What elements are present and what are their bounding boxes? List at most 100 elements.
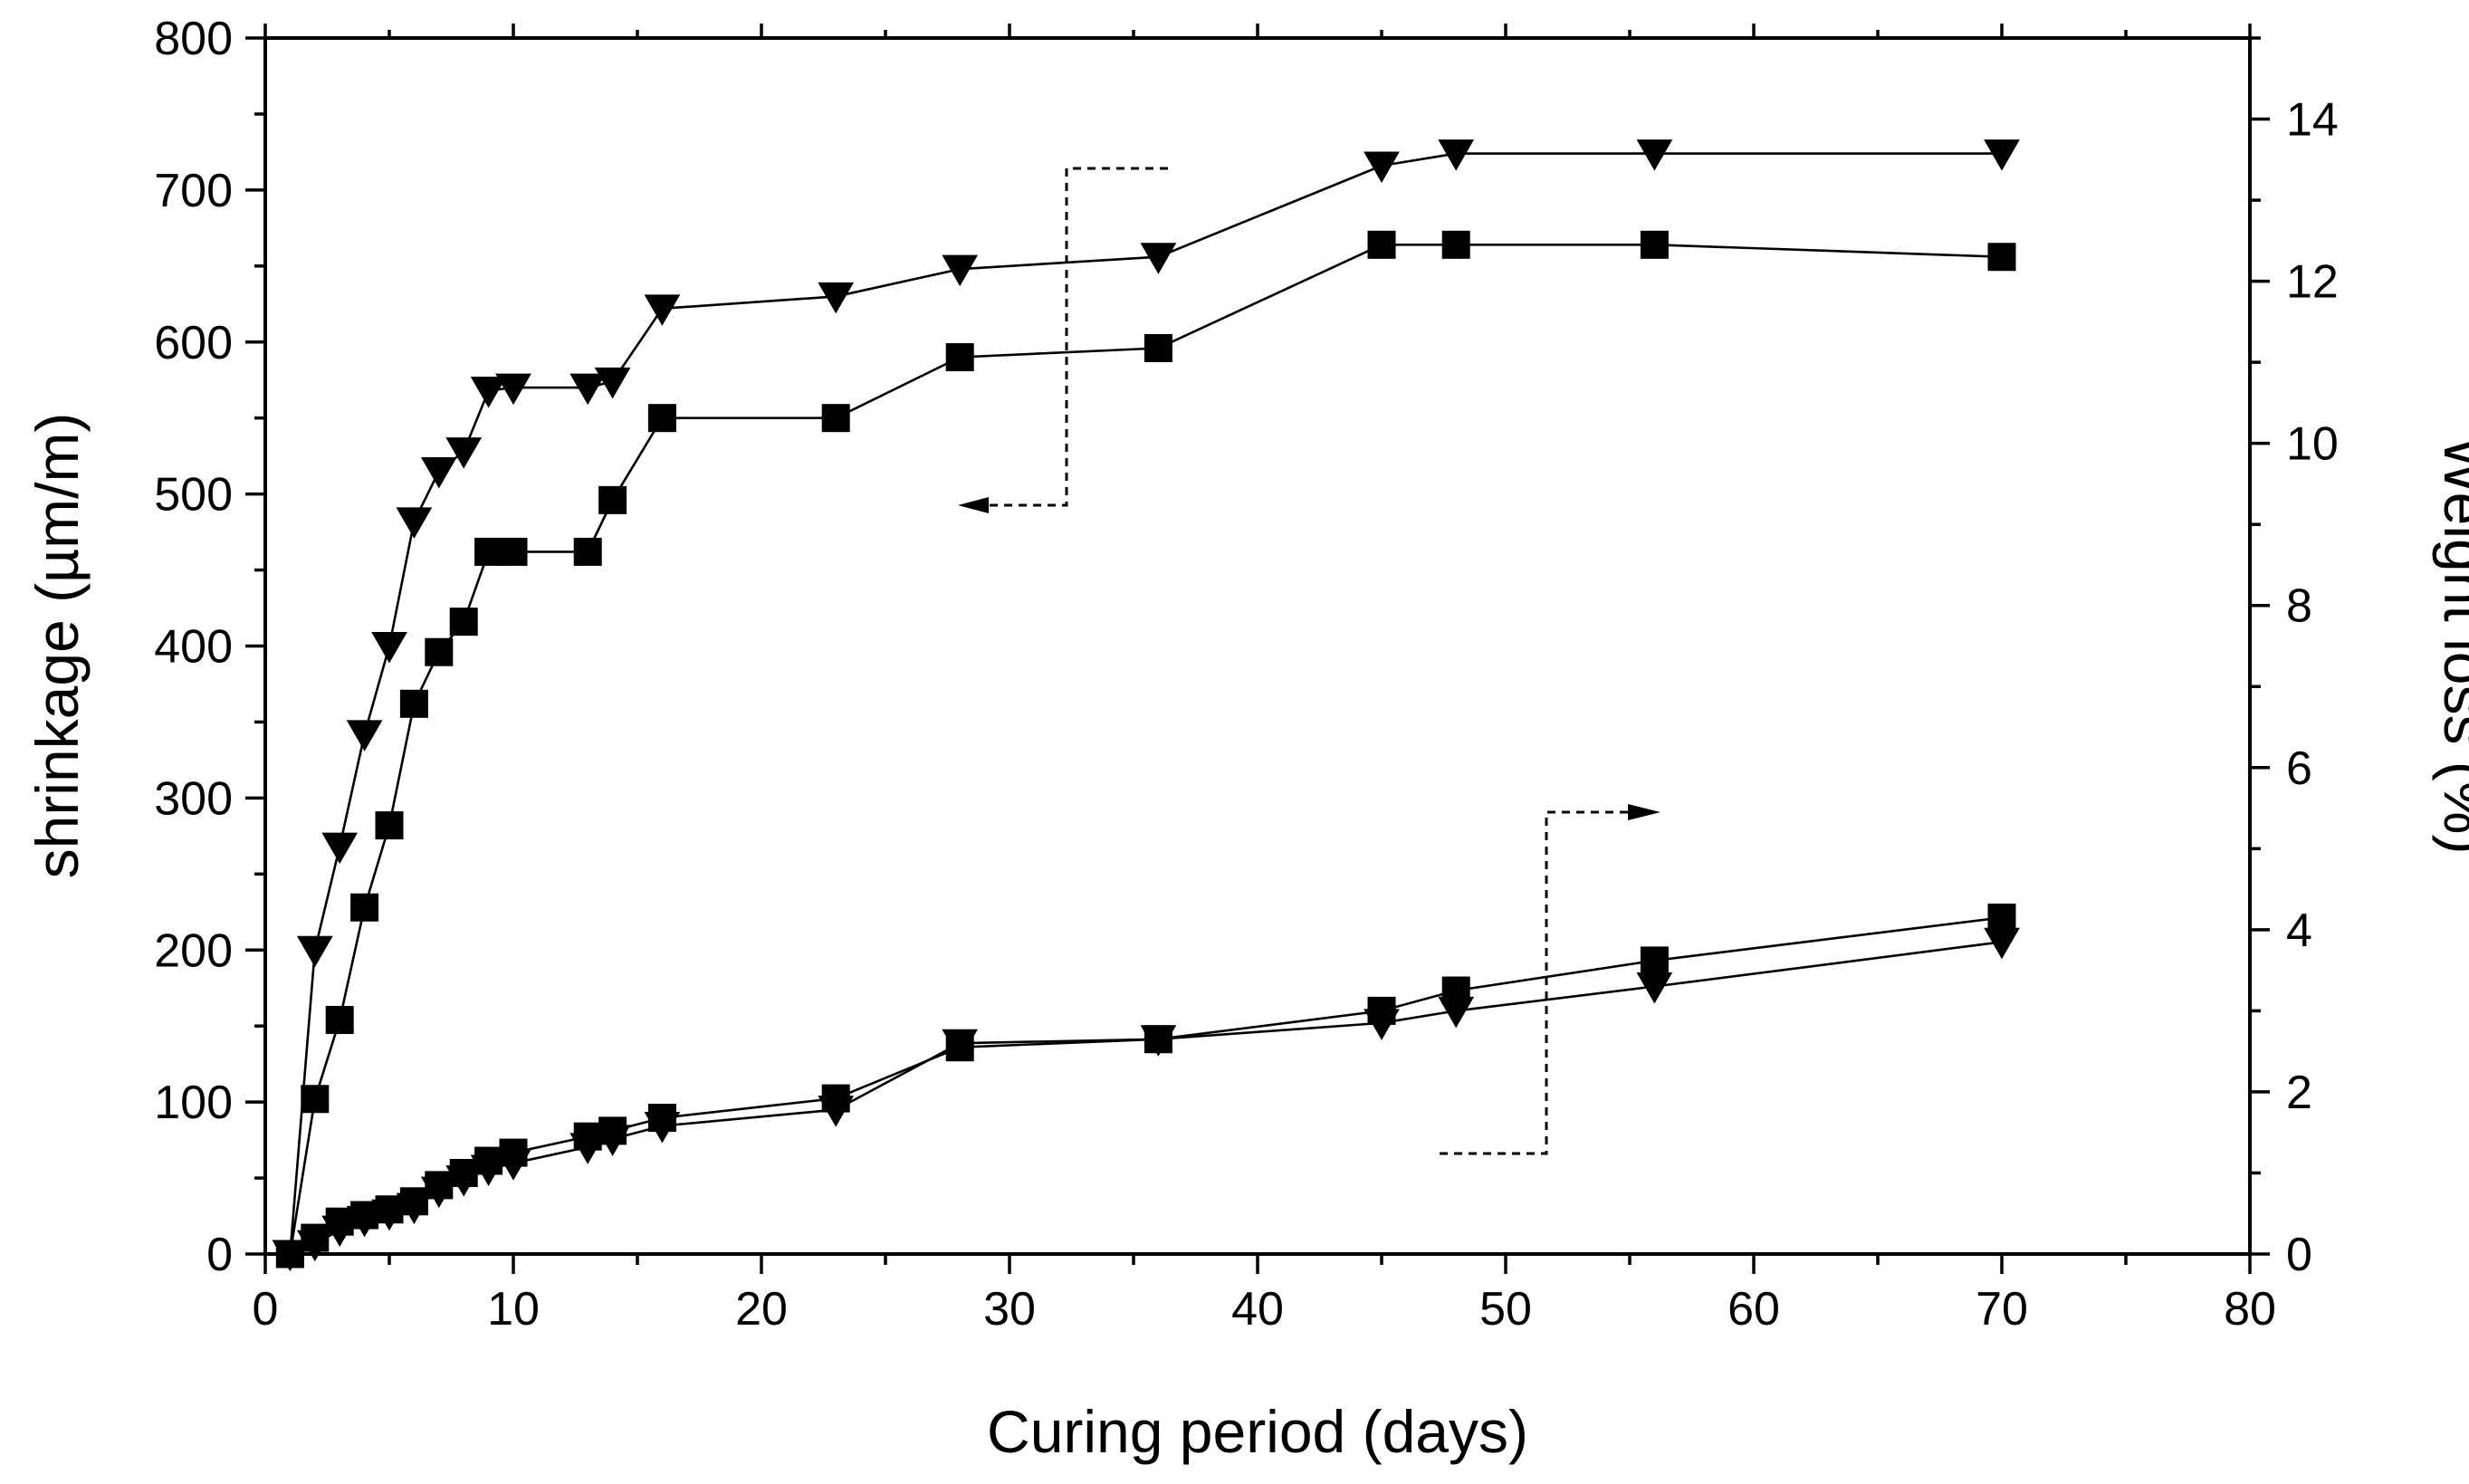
data-point-triangle (594, 367, 631, 399)
data-point-triangle (321, 832, 359, 865)
data-point-square (449, 608, 478, 637)
data-point-square (1987, 903, 2016, 932)
data-point-triangle (495, 373, 531, 406)
data-point-triangle (445, 1165, 483, 1197)
data-point-triangle (346, 720, 383, 752)
y2-tick-label: 4 (2286, 905, 2312, 957)
y-tick-label: 500 (154, 469, 233, 522)
y2-tick-label: 10 (2286, 418, 2339, 471)
data-point-square (1441, 230, 1470, 259)
data-point-triangle (1636, 972, 1673, 1004)
data-point-triangle (1438, 996, 1475, 1029)
data-point-triangle (321, 1215, 359, 1248)
y-axis-title: shrinkage (µm/m) (24, 413, 91, 879)
series-line (289, 152, 2002, 1255)
series-line (289, 243, 2003, 1255)
y-tick-label: 800 (154, 13, 233, 65)
data-point-triangle (396, 1192, 433, 1225)
x-axis-title: Curing period (days) (987, 1398, 1528, 1465)
data-point-triangle (818, 282, 855, 314)
data-point-triangle (1984, 927, 2020, 960)
data-point-square (598, 485, 627, 514)
data-point-triangle (346, 1205, 383, 1238)
series-3 (275, 903, 2016, 1269)
x-tick-label: 40 (1231, 1283, 1284, 1336)
data-point-triangle (396, 507, 433, 539)
y-tick-label: 400 (154, 621, 233, 674)
data-point-triangle (272, 1240, 309, 1272)
y-tick-label: 700 (154, 165, 233, 217)
data-point-triangle (1438, 139, 1475, 171)
y2-tick-label: 8 (2286, 580, 2312, 633)
data-point-square (399, 689, 428, 718)
data-point-triangle (420, 456, 457, 489)
data-point-triangle (445, 437, 483, 469)
x-tick-label: 20 (735, 1283, 788, 1336)
x-tick-label: 10 (487, 1283, 540, 1336)
data-point-square (1640, 230, 1669, 259)
data-point-triangle (470, 1154, 507, 1186)
data-point-square (425, 637, 454, 666)
left-axis-leader (958, 167, 1168, 513)
data-point-square (350, 893, 379, 922)
y-tick-label: 200 (154, 924, 233, 977)
data-point-triangle (569, 1133, 607, 1164)
x-tick-label: 50 (1479, 1283, 1532, 1336)
right-axis-leader (1440, 804, 1660, 1155)
y2-axis-ticks: 0 2 4 6 8 10 12 14 (2250, 36, 2339, 1281)
data-point-triangle (594, 1125, 631, 1156)
y2-tick-label: 6 (2286, 742, 2312, 795)
series-4 (272, 927, 2020, 1272)
data-point-square (1367, 230, 1396, 259)
x-axis-ticks: 0 10 20 30 40 50 60 70 80 (253, 24, 2276, 1336)
data-point-triangle (644, 1112, 681, 1144)
data-point-square (647, 404, 676, 433)
data-point-triangle (1636, 139, 1673, 171)
x-tick-label: 60 (1727, 1283, 1780, 1336)
y-tick-label: 600 (154, 317, 233, 369)
series-layer (272, 139, 2020, 1272)
data-point-triangle (470, 376, 507, 408)
series-line (289, 941, 2003, 1256)
y-tick-label: 300 (154, 772, 233, 825)
data-point-square (573, 537, 602, 566)
y-tick-label: 0 (206, 1229, 233, 1281)
data-point-triangle (942, 254, 979, 287)
data-point-triangle (420, 1176, 457, 1209)
y-tick-label: 100 (154, 1077, 233, 1129)
y2-tick-label: 2 (2286, 1067, 2312, 1119)
x-tick-label: 80 (2224, 1283, 2276, 1336)
y2-tick-label: 12 (2286, 256, 2339, 309)
x-tick-label: 70 (1976, 1283, 2028, 1336)
data-point-triangle (1140, 243, 1177, 274)
data-point-triangle (569, 373, 607, 406)
series-line (289, 916, 2003, 1256)
data-point-triangle (1984, 139, 2020, 171)
data-point-triangle (371, 1199, 407, 1231)
data-point-square (375, 811, 404, 840)
series-1 (272, 139, 2020, 1272)
data-point-triangle (644, 294, 681, 326)
data-point-square (1144, 333, 1172, 362)
data-point-triangle (1364, 1009, 1400, 1040)
data-point-square (325, 1005, 354, 1034)
data-point-triangle (818, 1096, 855, 1127)
y2-axis-title: Weight loss (%) (2432, 437, 2469, 855)
data-point-triangle (942, 1029, 979, 1061)
data-point-square (945, 343, 974, 372)
y2-tick-label: 0 (2286, 1229, 2312, 1281)
x-tick-label: 30 (983, 1283, 1036, 1336)
y2-tick-label: 14 (2286, 94, 2339, 147)
data-point-triangle (1140, 1025, 1177, 1057)
x-tick-label: 0 (253, 1283, 279, 1336)
plot-area-frame (263, 36, 2252, 1256)
data-point-triangle (296, 935, 333, 968)
y-axis-ticks: 0 100 200 300 400 500 600 700 800 (154, 13, 265, 1281)
data-point-square (1987, 243, 2016, 272)
series-2 (275, 230, 2016, 1269)
data-point-triangle (1364, 151, 1400, 184)
data-point-triangle (371, 632, 407, 664)
data-point-square (301, 1085, 330, 1114)
data-point-triangle (495, 1149, 531, 1181)
